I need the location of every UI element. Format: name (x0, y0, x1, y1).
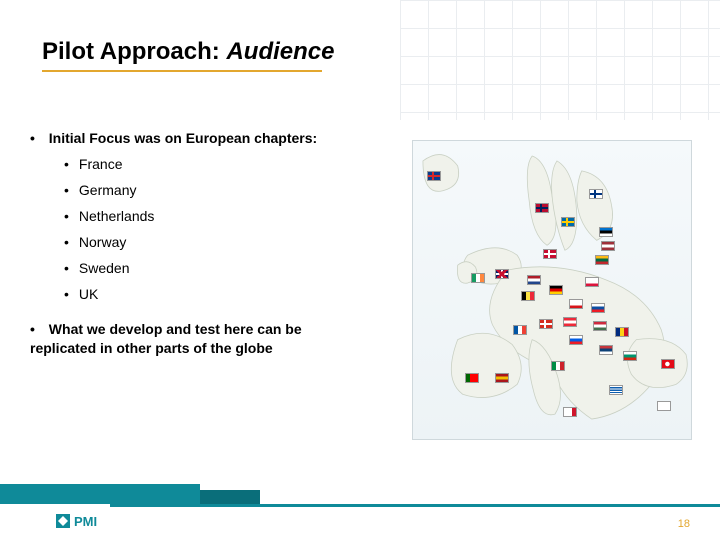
flag-czech (569, 299, 583, 309)
bullet-intro: Initial Focus was on European chapters: … (30, 130, 410, 302)
flag-netherlands (527, 275, 541, 285)
flag-belgium (521, 291, 535, 301)
content-area: Initial Focus was on European chapters: … (30, 130, 410, 366)
flag-hungary (593, 321, 607, 331)
europe-map (412, 140, 692, 440)
flag-serbia (599, 345, 613, 355)
flag-romania (615, 327, 629, 337)
flag-norway (535, 203, 549, 213)
grid-background (400, 0, 720, 120)
country-item: Sweden (64, 260, 410, 276)
country-item: France (64, 156, 410, 172)
flag-cyprus (657, 401, 671, 411)
country-list: France Germany Netherlands Norway Sweden UK (64, 156, 410, 302)
flag-germany (549, 285, 563, 295)
country-item: Netherlands (64, 208, 410, 224)
country-item: Norway (64, 234, 410, 250)
flag-uk (495, 269, 509, 279)
flag-slovakia (591, 303, 605, 313)
flag-sweden (561, 217, 575, 227)
page-number: 18 (678, 518, 690, 530)
country-item: UK (64, 286, 410, 302)
flag-turkey (661, 359, 675, 369)
intro-text: Initial Focus was on European chapters: (49, 130, 317, 146)
pmi-logo: PMI (56, 512, 116, 530)
flag-denmark (543, 249, 557, 259)
flag-poland (585, 277, 599, 287)
flag-france (513, 325, 527, 335)
flag-switzerland (539, 319, 553, 329)
flag-iceland (427, 171, 441, 181)
flag-latvia (601, 241, 615, 251)
flag-lithuania (595, 255, 609, 265)
footer-graphic (0, 484, 720, 508)
flag-portugal (465, 373, 479, 383)
bullet-second: What we develop and test here can be rep… (30, 320, 410, 358)
flag-slovenia (569, 335, 583, 345)
country-item: Germany (64, 182, 410, 198)
flag-malta (563, 407, 577, 417)
flag-italy (551, 361, 565, 371)
flag-spain (495, 373, 509, 383)
svg-text:PMI: PMI (74, 514, 97, 529)
second-text: What we develop and test here can be rep… (30, 321, 302, 356)
flag-finland (589, 189, 603, 199)
flag-estonia (599, 227, 613, 237)
title-italic: Audience (226, 38, 334, 65)
flag-austria (563, 317, 577, 327)
slide-title: Pilot Approach: Audience (42, 38, 334, 66)
flag-bulgaria (623, 351, 637, 361)
title-underline (42, 70, 322, 72)
title-plain: Pilot Approach: (42, 38, 226, 65)
flag-ireland (471, 273, 485, 283)
flag-greece (609, 385, 623, 395)
